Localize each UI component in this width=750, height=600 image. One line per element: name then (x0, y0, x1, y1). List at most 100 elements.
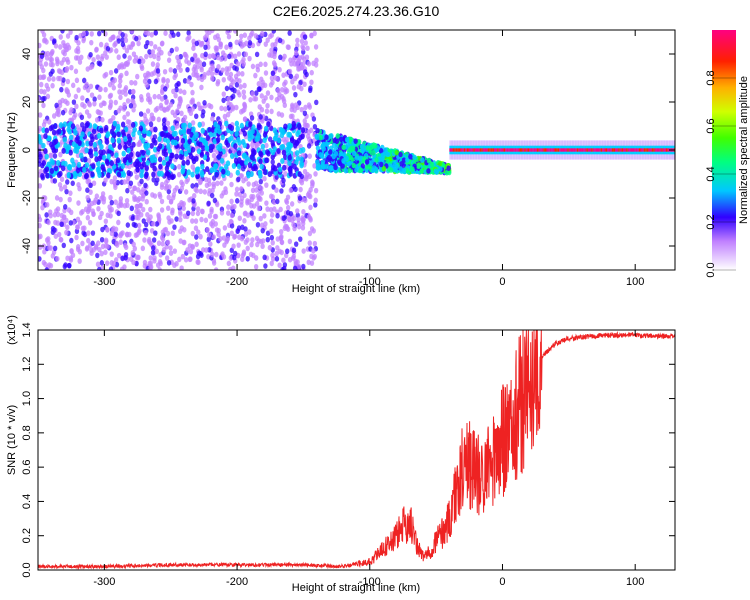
heat-mark (90, 240, 95, 247)
heat-mark (161, 76, 166, 83)
heat-mark (291, 247, 297, 254)
heat-mark (48, 209, 53, 215)
heat-mark (297, 171, 302, 178)
heat-mark (243, 239, 249, 245)
heat-mark (605, 148, 608, 152)
heat-mark (270, 252, 275, 259)
heat-mark (105, 45, 111, 52)
heat-mark (58, 151, 63, 158)
heat-mark (287, 160, 292, 167)
heat-mark (232, 53, 238, 60)
heat-mark (144, 190, 149, 196)
heat-mark (419, 168, 424, 174)
heat-mark (67, 164, 73, 171)
heat-mark (194, 131, 199, 138)
heat-mark (258, 238, 264, 245)
heat-mark (205, 227, 210, 233)
heat-mark (371, 167, 376, 173)
heat-mark (239, 202, 244, 208)
heat-mark (312, 30, 317, 37)
heat-mark (105, 132, 110, 139)
heat-mark (129, 30, 135, 34)
heat-mark (144, 53, 149, 60)
spectrogram-x-ticks: -300 -200 -100 0 100 (93, 30, 644, 288)
heat-mark (225, 160, 231, 167)
spectrogram-y-label: Frequency (Hz) (6, 112, 18, 188)
heat-mark (651, 148, 654, 152)
y-tick-label: 1.4 (21, 322, 33, 337)
heat-mark (122, 202, 128, 209)
heat-mark (219, 180, 224, 186)
heat-mark (38, 183, 43, 189)
heat-mark (306, 143, 312, 149)
heatmap-marks (38, 30, 675, 270)
heat-mark (206, 236, 211, 243)
heat-mark (116, 131, 121, 138)
heat-mark (210, 115, 215, 122)
heat-mark (150, 245, 156, 251)
heat-mark (266, 121, 271, 128)
heat-mark (331, 153, 336, 160)
heat-mark (232, 234, 237, 240)
heat-mark (346, 161, 352, 167)
heat-mark (98, 41, 104, 48)
heat-mark (171, 195, 176, 201)
x-tick-label: -300 (93, 276, 115, 288)
heat-mark (299, 156, 304, 163)
heat-mark (104, 124, 109, 131)
heat-mark (108, 266, 114, 270)
heat-mark (454, 148, 457, 152)
heat-mark (182, 213, 188, 219)
heat-mark (503, 148, 506, 152)
heat-mark (286, 141, 291, 148)
heat-mark (209, 75, 215, 82)
heat-mark (607, 148, 610, 152)
heat-mark (59, 60, 64, 66)
heat-mark (591, 148, 594, 152)
heat-mark (228, 255, 234, 261)
heat-mark (270, 70, 276, 77)
heat-mark (127, 136, 133, 143)
heat-mark (505, 148, 508, 152)
heat-mark (153, 44, 158, 50)
heat-mark (50, 253, 55, 259)
heat-mark (509, 148, 512, 152)
heat-mark (178, 88, 183, 94)
heat-mark (58, 170, 63, 177)
heat-mark (164, 170, 170, 177)
heat-mark (296, 220, 301, 227)
heat-mark (640, 148, 643, 152)
heat-mark (251, 181, 256, 188)
heat-mark (618, 148, 621, 152)
heat-mark (77, 59, 83, 65)
heat-mark (68, 30, 73, 35)
heat-mark (297, 55, 303, 61)
heat-mark (83, 206, 89, 213)
heat-mark (97, 61, 103, 67)
heat-mark (530, 148, 533, 152)
heat-mark (68, 190, 73, 196)
heat-mark (624, 148, 627, 152)
heat-mark (65, 224, 70, 231)
heat-mark (66, 122, 72, 129)
heat-mark (284, 199, 290, 206)
heat-mark (236, 176, 241, 183)
heat-mark (212, 138, 217, 145)
heat-mark (331, 142, 337, 149)
heat-mark (190, 120, 196, 126)
heat-mark (310, 179, 315, 185)
heat-mark (276, 111, 282, 117)
heat-mark (381, 165, 387, 172)
heat-mark (654, 148, 657, 152)
heat-mark (215, 201, 220, 208)
heat-mark (429, 161, 435, 168)
heat-mark (146, 216, 151, 223)
heat-mark (56, 231, 62, 238)
heat-mark (182, 227, 187, 233)
heat-mark (562, 148, 565, 152)
x-tick-label: 0 (499, 276, 505, 288)
heat-mark (169, 218, 174, 224)
heat-mark (58, 44, 63, 50)
heat-mark (341, 144, 346, 151)
heat-mark (127, 231, 132, 238)
